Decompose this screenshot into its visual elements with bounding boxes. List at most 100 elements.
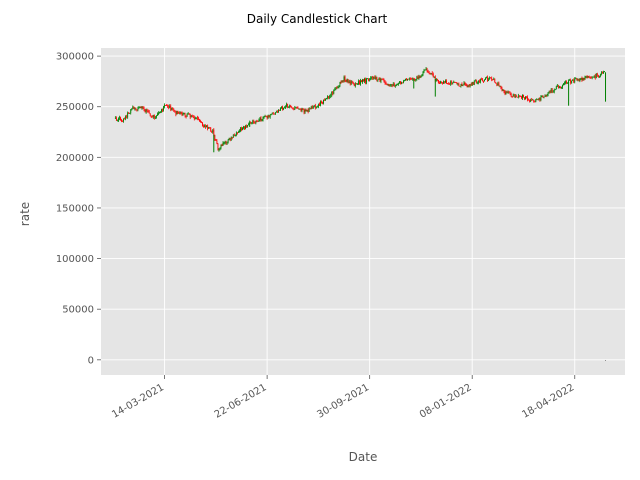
candle-body xyxy=(507,92,509,94)
candle-body xyxy=(592,76,594,78)
candle-body xyxy=(576,78,578,80)
candle-body xyxy=(245,126,246,129)
candle-body xyxy=(292,108,294,110)
candle-body xyxy=(345,80,347,82)
candle-body xyxy=(169,106,171,108)
candle-body xyxy=(178,112,180,114)
candle-body xyxy=(172,107,174,110)
candle-body xyxy=(165,105,167,106)
candle-body xyxy=(285,106,286,108)
candle-body xyxy=(300,108,302,111)
candle-body xyxy=(449,84,451,85)
candle-body xyxy=(222,142,224,146)
candle-body xyxy=(218,149,220,151)
candle-body xyxy=(382,79,384,80)
candle-body xyxy=(312,106,314,109)
candle-body xyxy=(517,95,519,97)
candle-body xyxy=(340,81,342,83)
candle-body xyxy=(343,76,345,81)
candle-body xyxy=(451,81,453,84)
candle-body xyxy=(459,86,461,87)
candle-body xyxy=(514,95,516,97)
candle-body xyxy=(206,125,208,128)
candle-body xyxy=(502,89,504,91)
candle-body xyxy=(493,78,495,80)
candle-body xyxy=(546,95,548,96)
candle-body xyxy=(362,79,363,83)
candle-body xyxy=(271,113,273,115)
candle-body xyxy=(497,83,499,86)
candle-body xyxy=(415,79,417,81)
candle-body xyxy=(262,117,264,121)
candle-body xyxy=(236,132,238,134)
candle-body xyxy=(604,71,605,72)
candle-body xyxy=(521,96,522,99)
candle-body xyxy=(584,76,586,80)
candle-body xyxy=(398,81,400,84)
candle-body xyxy=(513,94,515,97)
candle-body xyxy=(244,126,245,129)
x-tick-label: 22-06-2021 xyxy=(213,382,269,421)
candle-body xyxy=(526,96,527,98)
candle-body xyxy=(207,125,209,129)
candle-body xyxy=(354,83,356,87)
candle-body xyxy=(342,80,344,82)
candle-body xyxy=(351,81,353,84)
candle-body xyxy=(511,96,513,98)
candle-body xyxy=(423,70,425,73)
candle-body xyxy=(508,92,510,94)
candle-body xyxy=(564,82,565,84)
candle-body xyxy=(125,116,127,119)
candle-body xyxy=(470,84,472,86)
candle-body xyxy=(465,84,467,85)
candle-body xyxy=(310,106,312,110)
candle-body xyxy=(380,79,382,82)
candle-body xyxy=(361,80,362,83)
candle-body xyxy=(223,142,225,144)
candle-body xyxy=(477,80,479,83)
candle-body xyxy=(394,85,396,87)
candle-body xyxy=(159,112,160,114)
candle-body xyxy=(480,79,481,82)
candle-body xyxy=(257,121,259,122)
candle-body xyxy=(539,97,541,101)
candle-body xyxy=(307,109,309,112)
candle-body xyxy=(476,82,478,84)
candle-body xyxy=(421,74,423,76)
candle-body xyxy=(179,112,181,114)
candle-body xyxy=(431,73,433,74)
candle-body xyxy=(460,84,462,87)
candle-body xyxy=(567,82,568,84)
candle-body xyxy=(478,80,480,82)
candle-body xyxy=(428,72,430,74)
candle-body xyxy=(368,78,370,81)
candle-body xyxy=(229,138,231,140)
candle-body xyxy=(240,128,241,131)
candle-body xyxy=(269,115,271,118)
candle-body xyxy=(256,120,258,122)
candle-body xyxy=(321,101,322,103)
candle-body xyxy=(525,96,526,100)
candle-body xyxy=(363,79,364,82)
candle-body xyxy=(474,80,476,82)
candle-body xyxy=(333,89,335,94)
candle-body xyxy=(401,82,402,84)
candle-body xyxy=(120,117,121,121)
candle-body xyxy=(506,92,508,94)
candle-body xyxy=(492,79,494,81)
candle-body xyxy=(559,86,561,88)
candle-body xyxy=(313,105,315,107)
candle-body xyxy=(355,83,357,85)
candle-body xyxy=(186,113,188,117)
candle-body xyxy=(118,118,119,121)
candle-body xyxy=(303,109,305,113)
candle-body xyxy=(588,76,590,77)
candle-body xyxy=(370,77,372,80)
candle-body xyxy=(568,80,570,83)
candle-body xyxy=(347,79,349,83)
candle-body xyxy=(196,117,198,119)
candle-body xyxy=(534,101,536,103)
candle-body xyxy=(247,124,249,127)
candle-body xyxy=(410,78,412,80)
candle-body xyxy=(391,84,393,86)
